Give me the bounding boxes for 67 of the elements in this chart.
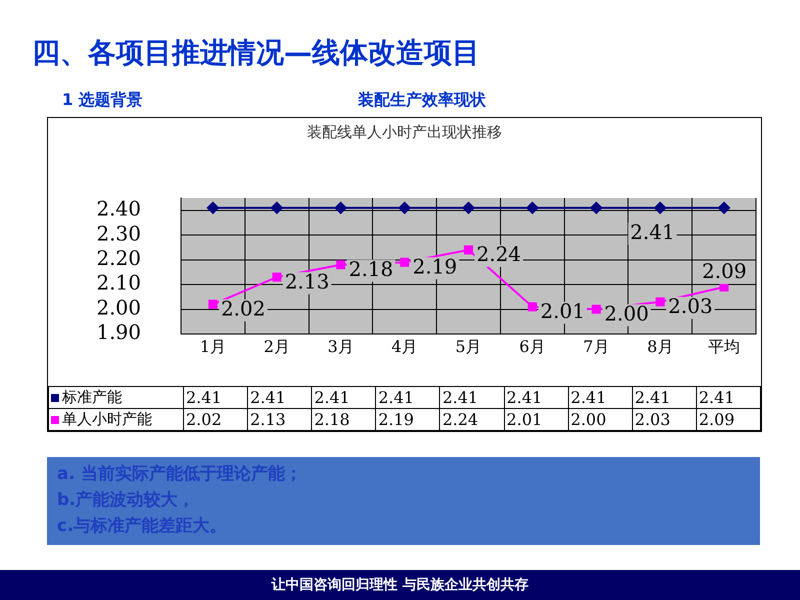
- data-label: 2.00: [568, 408, 632, 430]
- data-label: 2.41: [632, 386, 696, 408]
- data-label: 2.41: [312, 386, 376, 408]
- point: [526, 202, 538, 214]
- data-label: 2.18: [312, 408, 376, 430]
- point: [398, 202, 411, 214]
- point: [400, 258, 410, 267]
- data-label: 2.03: [632, 408, 696, 430]
- point: [272, 272, 282, 282]
- text: 2.00: [604, 301, 649, 326]
- data-label: 2.41: [568, 386, 632, 408]
- data-label: 2.41: [440, 386, 504, 408]
- x-tick-label: 6月: [519, 336, 546, 356]
- text: 1 选题背景: [62, 90, 143, 111]
- point: [464, 245, 474, 254]
- data-label: 2.09: [696, 408, 760, 430]
- text: 2.18: [348, 256, 394, 281]
- data-label: 2.41: [376, 386, 440, 408]
- point: [206, 202, 219, 214]
- text: 2.09: [702, 259, 747, 284]
- point: [270, 202, 283, 214]
- text: 让中国咨询回归理性 与民族企业共创共存: [0, 570, 800, 600]
- data-label: 2.02: [184, 408, 248, 430]
- annotation: 2.41: [630, 220, 675, 244]
- data-label: 2.13: [248, 408, 312, 430]
- data-label: 2.41: [696, 386, 760, 408]
- x-tick-label: 2月: [264, 336, 290, 356]
- point: [656, 297, 665, 306]
- point: [462, 202, 474, 214]
- y-tick-label: 2.40: [96, 196, 141, 221]
- data-label: 2.01: [504, 408, 568, 430]
- x-tick-label: 4月: [392, 336, 418, 356]
- x-tick-label: 7月: [583, 336, 610, 356]
- y-tick-label: 2.30: [96, 221, 141, 246]
- data-label: 2.41: [504, 386, 568, 408]
- y-tick-label: 2.00: [96, 295, 141, 320]
- data-label: 2.19: [376, 408, 440, 430]
- text: 2.19: [412, 254, 458, 278]
- point: [718, 202, 730, 214]
- data-label: 2.24: [440, 408, 504, 430]
- text: 装配线单人小时产出现状推移: [306, 122, 503, 143]
- legend-label: 标准产能: [48, 386, 184, 408]
- x-tick-label: 1月: [200, 336, 226, 356]
- text: 2.13: [284, 269, 330, 294]
- x-tick-label: 8月: [647, 336, 674, 356]
- chart-title: 四、各项目推进情况—线体改造项目: [32, 35, 480, 71]
- text: 2.01: [540, 299, 585, 324]
- legend-label: 单人小时产能: [48, 408, 184, 430]
- x-tick-label: 3月: [328, 336, 354, 356]
- chart-subtitle: 装配生产效率现状: [358, 90, 486, 111]
- x-tick-label: 平均: [708, 336, 740, 356]
- point: [336, 260, 346, 270]
- text: 2.03: [668, 294, 713, 318]
- x-tick-label: 5月: [455, 336, 482, 356]
- y-tick-label: 2.20: [96, 246, 141, 270]
- point: [654, 202, 666, 214]
- point: [528, 302, 537, 312]
- y-tick-label: 2.10: [96, 270, 141, 295]
- point: [334, 202, 347, 214]
- data-label: 2.41: [184, 386, 248, 408]
- y-tick-label: 1.90: [96, 320, 141, 344]
- text: 2.24: [476, 242, 522, 266]
- data-label: 2.41: [248, 386, 312, 408]
- point: [590, 202, 602, 214]
- point: [208, 300, 218, 309]
- text: 2.02: [220, 296, 266, 321]
- point: [592, 304, 601, 314]
